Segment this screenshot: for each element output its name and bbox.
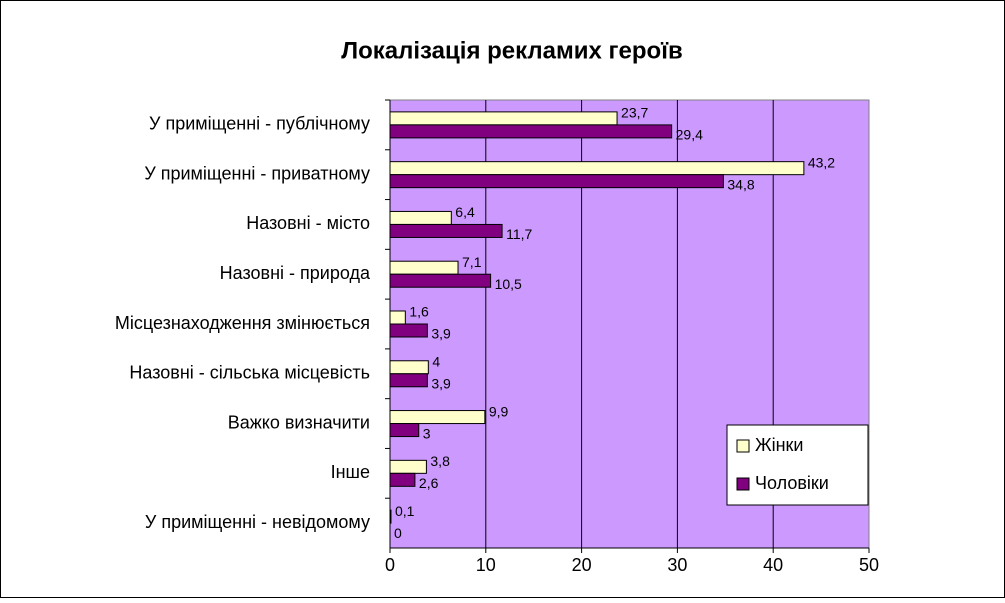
data-label: 3,8 xyxy=(430,453,450,469)
bar xyxy=(389,111,618,126)
bar xyxy=(389,223,503,238)
legend-swatch xyxy=(736,439,750,453)
x-tick-label: 0 xyxy=(385,555,395,575)
y-tick-label: Інше xyxy=(331,462,370,482)
data-label: 4 xyxy=(432,353,440,369)
data-label: 9,9 xyxy=(489,403,509,419)
x-tick-label: 40 xyxy=(763,555,783,575)
bar xyxy=(389,373,428,388)
data-label: 2,6 xyxy=(419,475,439,491)
data-label: 10,5 xyxy=(495,276,522,292)
data-label: 11,7 xyxy=(506,226,532,242)
data-label: 6,4 xyxy=(455,204,475,220)
y-tick-label: У приміщенні - публічному xyxy=(149,114,370,134)
bar xyxy=(389,360,429,375)
legend-label: Чоловіки xyxy=(755,473,829,493)
legend-box xyxy=(726,424,869,506)
bar xyxy=(389,174,724,189)
data-label: 3,9 xyxy=(431,375,451,391)
x-tick-label: 50 xyxy=(859,555,879,575)
bar xyxy=(389,273,492,288)
x-tick-label: 30 xyxy=(667,555,687,575)
y-tick-label: У приміщенні - приватному xyxy=(144,163,370,183)
x-tick-label: 20 xyxy=(572,555,592,575)
chart-title: Локалізація рекламих героїв xyxy=(341,37,682,64)
data-label: 23,7 xyxy=(621,105,648,121)
y-tick-label: Назовні - сільська місцевість xyxy=(129,363,370,383)
data-label: 7,1 xyxy=(462,254,482,270)
bar xyxy=(389,423,420,438)
y-tick-label: Назовні - природа xyxy=(220,263,371,283)
y-tick-label: Місцезнаходження змінюється xyxy=(115,313,370,333)
bar xyxy=(389,310,406,325)
data-label: 34,8 xyxy=(727,176,754,192)
bar xyxy=(389,459,427,474)
legend-label: Жінки xyxy=(755,435,804,455)
x-tick-label: 10 xyxy=(476,555,496,575)
bar xyxy=(389,161,805,176)
data-label: 29,4 xyxy=(676,127,703,143)
bar xyxy=(389,124,673,139)
bar xyxy=(389,323,428,338)
data-label: 0 xyxy=(394,525,402,541)
data-label: 0,1 xyxy=(395,503,415,519)
data-label: 3,9 xyxy=(431,326,451,342)
legend-swatch xyxy=(736,477,750,491)
bar xyxy=(389,410,486,425)
bar xyxy=(389,210,452,225)
bar xyxy=(389,509,392,524)
bar xyxy=(389,472,416,487)
y-tick-label: Важко визначити xyxy=(228,412,370,432)
data-label: 1,6 xyxy=(409,304,429,320)
y-tick-label: Назовні - місто xyxy=(246,213,370,233)
data-label: 43,2 xyxy=(808,154,835,170)
bar xyxy=(389,260,459,275)
data-label: 3 xyxy=(423,425,431,441)
y-tick-label: У приміщенні - невідомому xyxy=(145,512,370,532)
